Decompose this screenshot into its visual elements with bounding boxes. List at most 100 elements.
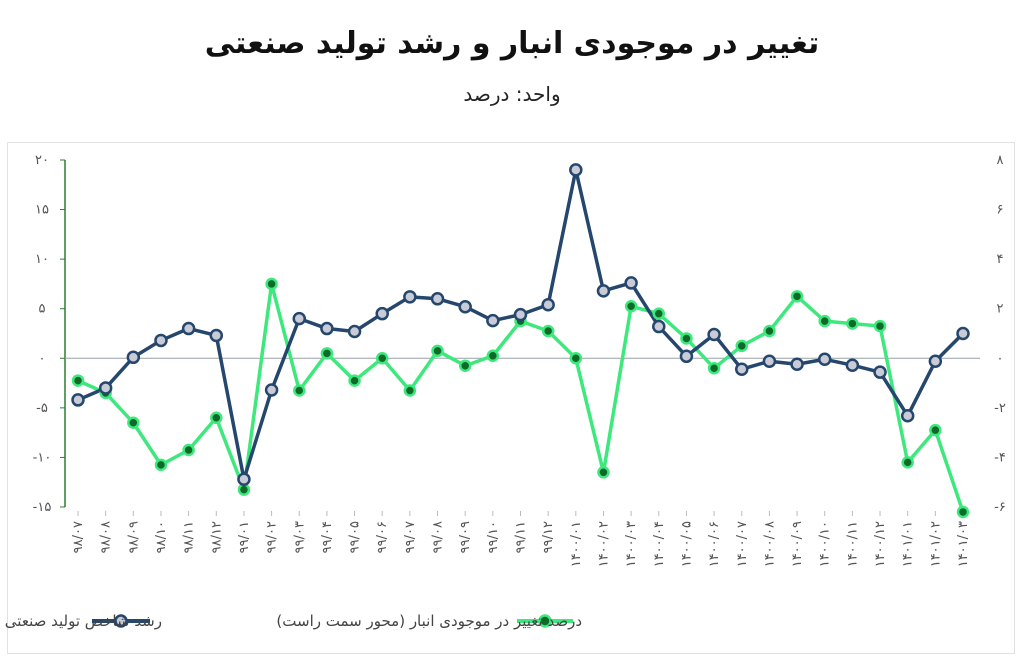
right-axis-tick-label: -۴ (994, 450, 1006, 465)
x-axis-tick-label: ۹۸/۱۱ (182, 521, 197, 553)
x-axis-tick-label: ۱۴۰۰/۰۳ (624, 521, 639, 567)
inventory-point (846, 317, 859, 330)
industrial-point (707, 327, 721, 342)
chart-title: تغییر در موجودی انبار و رشد تولید صنعتی (204, 26, 820, 61)
industrial-point (652, 319, 666, 334)
industrial-point (956, 326, 970, 341)
industrial-point (513, 307, 528, 322)
x-axis-tick-label: ۹۹/۰۶ (375, 521, 390, 553)
right-axis-tick-label: ۰ (997, 351, 1004, 366)
inventory-point (431, 344, 444, 358)
x-axis-tick-label: ۱۴۰۰/۰۵ (679, 521, 694, 567)
left-axis-tick-label: ۲۰ (35, 153, 49, 168)
inventory-point (403, 384, 417, 397)
plot-frame (7, 142, 1015, 654)
inventory-point (458, 359, 472, 372)
inventory-point (71, 374, 85, 387)
industrial-point (237, 472, 251, 486)
x-axis-tick-label: ۱۴۰۰/۱۰ (818, 521, 833, 567)
industrial-point (403, 290, 417, 304)
legend-industrial-marker (114, 614, 128, 628)
x-axis-tick-label: ۱۴۰۰/۱۱ (845, 521, 860, 567)
industrial-point (596, 284, 611, 298)
left-axis-tick-label: -۱۰ (33, 450, 52, 465)
inventory-point (901, 456, 914, 469)
right-axis-tick-label: -۲ (994, 401, 1006, 416)
industrial-point (126, 350, 141, 365)
x-axis-tick-label: ۹۹/۱۱ (514, 521, 529, 553)
inventory-point (790, 290, 804, 303)
inventory-point (929, 423, 942, 437)
industrial-point (624, 276, 638, 290)
x-axis-tick-label: ۹۹/۰۷ (403, 521, 418, 553)
inventory-point (265, 277, 278, 291)
x-axis-tick-label: ۹۸/۰۸ (99, 521, 114, 553)
industrial-point (430, 292, 445, 306)
x-axis-tick-label: ۹۹/۰۵ (348, 521, 363, 553)
industrial-point (320, 321, 334, 336)
industrial-point (292, 311, 306, 326)
x-axis-tick-label: ۹۹/۰۴ (320, 521, 335, 553)
x-axis-tick-label: ۹۸/۰۷ (71, 521, 86, 553)
left-axis-tick-label: -۱۵ (33, 500, 52, 515)
inventory-point (237, 483, 251, 496)
inventory-point (818, 314, 831, 328)
x-axis-tick-label: ۹۹/۰۹ (458, 521, 473, 553)
industrial-point (569, 163, 583, 177)
x-axis-tick-label: ۱۴۰۰/۱۲ (873, 521, 888, 567)
right-axis-tick-label: ۶ (997, 203, 1004, 218)
inventory-point (154, 458, 168, 472)
inventory-point (707, 361, 721, 375)
industrial-point (209, 328, 224, 343)
x-axis-tick-label: ۹۹/۰۸ (431, 521, 446, 553)
x-axis-tick-label: ۹۹/۱۰ (486, 521, 501, 553)
industrial-point (873, 365, 887, 379)
right-axis-tick-label: ۲ (997, 302, 1004, 317)
x-axis-tick-label: ۱۴۰۰/۰۱ (569, 521, 584, 567)
legend-inventory-label: درصد تغییر در موجودی انبار (محور سمت راس… (276, 612, 582, 630)
inventory-point (680, 332, 693, 345)
inventory-point (182, 443, 195, 457)
left-axis-tick-label: ۵ (39, 302, 46, 317)
x-axis-tick-label: ۹۸/۱۲ (209, 521, 224, 553)
industrial-point (98, 381, 113, 395)
inventory-point (210, 411, 223, 425)
right-axis-tick-label: ۸ (997, 153, 1004, 168)
inventory-point (348, 374, 361, 387)
industrial-point (71, 393, 85, 407)
inventory-point (735, 339, 748, 353)
industrial-point (762, 354, 777, 369)
right-axis-tick-label: ۴ (997, 252, 1004, 267)
inventory-point (486, 349, 500, 363)
x-axis-tick-label: ۱۴۰۱/۰۲ (928, 521, 943, 567)
industrial-point (375, 306, 389, 321)
x-axis-tick-label: ۹۸/۰۹ (126, 521, 141, 553)
inventory-point (956, 505, 970, 519)
x-axis-tick-label: ۹۸/۱۰ (154, 521, 169, 553)
legend: رشد شاخص تولید صنعتی (محور سمت چپ) درصد … (0, 612, 582, 631)
x-axis-tick-label: ۱۴۰۱/۰۱ (901, 521, 916, 567)
inventory-point (375, 352, 389, 365)
industrial-point (928, 354, 943, 369)
inventory-point (624, 299, 638, 313)
industrial-point (845, 358, 860, 372)
chart-subtitle: واحد: درصد (463, 82, 561, 106)
inventory-point (541, 324, 555, 338)
x-axis-tick-label: ۱۴۰۰/۰۸ (762, 521, 777, 567)
inventory-point (597, 466, 610, 479)
inventory-point (873, 319, 887, 333)
x-axis-tick-label: ۱۴۰۱/۰۳ (956, 521, 971, 567)
industrial-point (735, 362, 749, 376)
industrial-point (181, 321, 196, 336)
x-axis-tick-label: ۹۹/۰۲ (265, 521, 280, 553)
x-axis-tick-label: ۱۴۰۰/۰۴ (652, 521, 667, 567)
left-axis-tick-label: ۱۵ (35, 203, 49, 218)
industrial-point (458, 299, 472, 314)
legend-industrial-label: رشد شاخص تولید صنعتی (محور سمت چپ) (0, 612, 162, 631)
x-axis-tick-label: ۹۹/۱۲ (541, 521, 556, 553)
x-axis-tick-label: ۱۴۰۰/۰۶ (707, 521, 722, 567)
x-axis-tick-label: ۹۹/۰۱ (237, 521, 252, 553)
inventory-point (652, 307, 666, 320)
legend-inventory-marker (538, 614, 552, 628)
